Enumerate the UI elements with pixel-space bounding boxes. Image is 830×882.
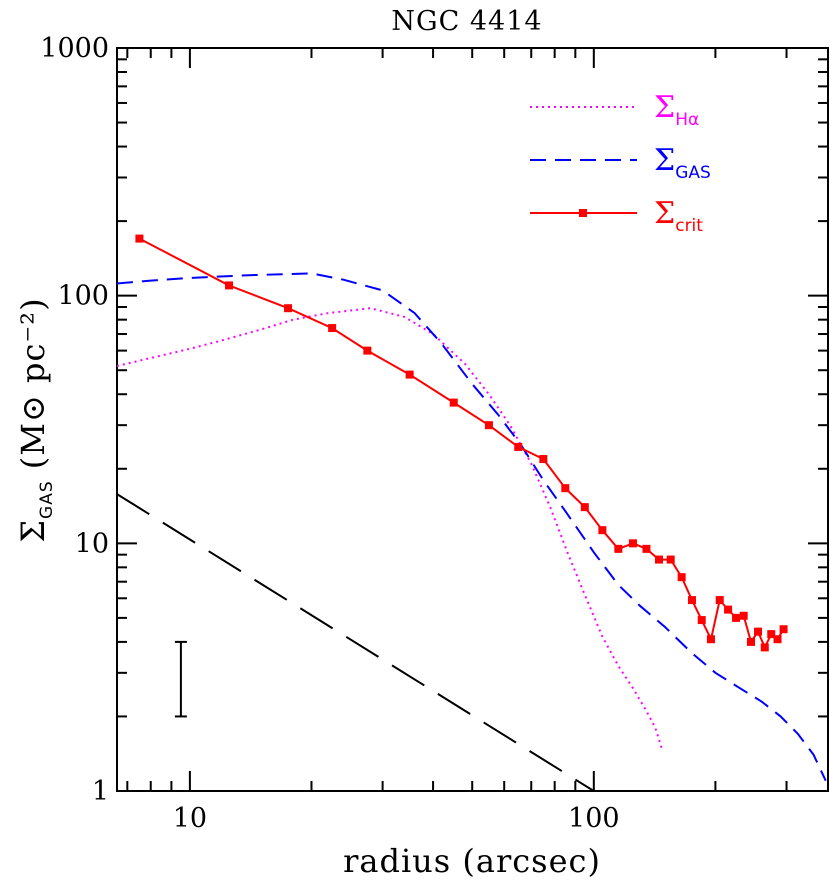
y-axis-label-sigma: Σ [14, 519, 52, 543]
data-point-crit [628, 539, 637, 548]
legend-subscript: Hα [675, 110, 699, 130]
series-line-halpha [116, 307, 664, 752]
data-point-crit [654, 555, 663, 564]
data-point-crit [724, 605, 733, 614]
legend-label-halpha: ΣHα [654, 90, 699, 130]
data-point-crit [363, 346, 372, 355]
data-point-crit [687, 596, 696, 605]
y-axis-label-subscript: GAS [37, 480, 57, 519]
data-point-crit [580, 503, 589, 512]
data-point-crit [405, 370, 414, 379]
x-tick-label: 10 [173, 803, 207, 834]
axis-ticks [117, 47, 828, 792]
data-point-crit [706, 635, 715, 644]
data-point-crit [135, 234, 144, 243]
data-point-crit [773, 635, 782, 644]
data-point-crit [779, 625, 788, 634]
x-tick-label: 100 [568, 803, 620, 834]
data-point-crit [697, 616, 706, 625]
data-point-crit [284, 304, 293, 313]
series-line-ref [116, 493, 595, 792]
data-point-crit [642, 544, 651, 553]
data-point-crit [225, 281, 234, 290]
data-point-crit [760, 643, 769, 652]
data-point-crit [732, 613, 741, 622]
data-point-crit [484, 421, 493, 430]
data-point-crit [561, 484, 570, 493]
data-point-crit [328, 324, 337, 333]
data-point-crit [614, 544, 623, 553]
data-point-crit [514, 442, 523, 451]
y-tick-label: 1 [92, 776, 109, 807]
legend-marker-crit [579, 209, 587, 217]
data-point-crit [677, 573, 686, 582]
series-line-gas [116, 272, 827, 782]
axis-tick-labels: 10 100 1 10 100 1000 [40, 33, 619, 834]
data-point-crit [754, 627, 763, 636]
legend-subscript: GAS [675, 163, 711, 183]
data-point-crit [449, 398, 458, 407]
y-axis-label-units: (M⊙ pc⁻²) [14, 297, 52, 480]
series-layer [116, 234, 827, 792]
legend-sigma: Σ [654, 143, 675, 178]
plot-frame [116, 47, 829, 792]
error-bar [174, 640, 187, 718]
data-point-crit [598, 526, 607, 535]
x-axis-label: radius (arcsec) [343, 842, 601, 880]
data-point-crit [539, 455, 548, 464]
legend-label-crit: Σcrit [654, 196, 703, 236]
y-tick-label: 100 [57, 281, 109, 312]
data-point-crit [747, 637, 756, 646]
legend-sigma: Σ [654, 90, 675, 125]
data-point-crit [739, 611, 748, 620]
legend-label-gas: ΣGAS [654, 143, 711, 183]
data-point-crit [715, 596, 724, 605]
legend-subscript: crit [675, 216, 703, 236]
data-point-crit [767, 630, 776, 639]
data-point-crit [666, 555, 675, 564]
series-line-crit [138, 237, 785, 650]
chart-title: NGC 4414 [391, 6, 542, 37]
y-axis-label: ΣGAS (M⊙ pc⁻²) [14, 297, 57, 542]
y-tick-label: 10 [75, 528, 109, 559]
y-tick-label: 1000 [40, 33, 109, 64]
legend-sigma: Σ [654, 196, 675, 231]
